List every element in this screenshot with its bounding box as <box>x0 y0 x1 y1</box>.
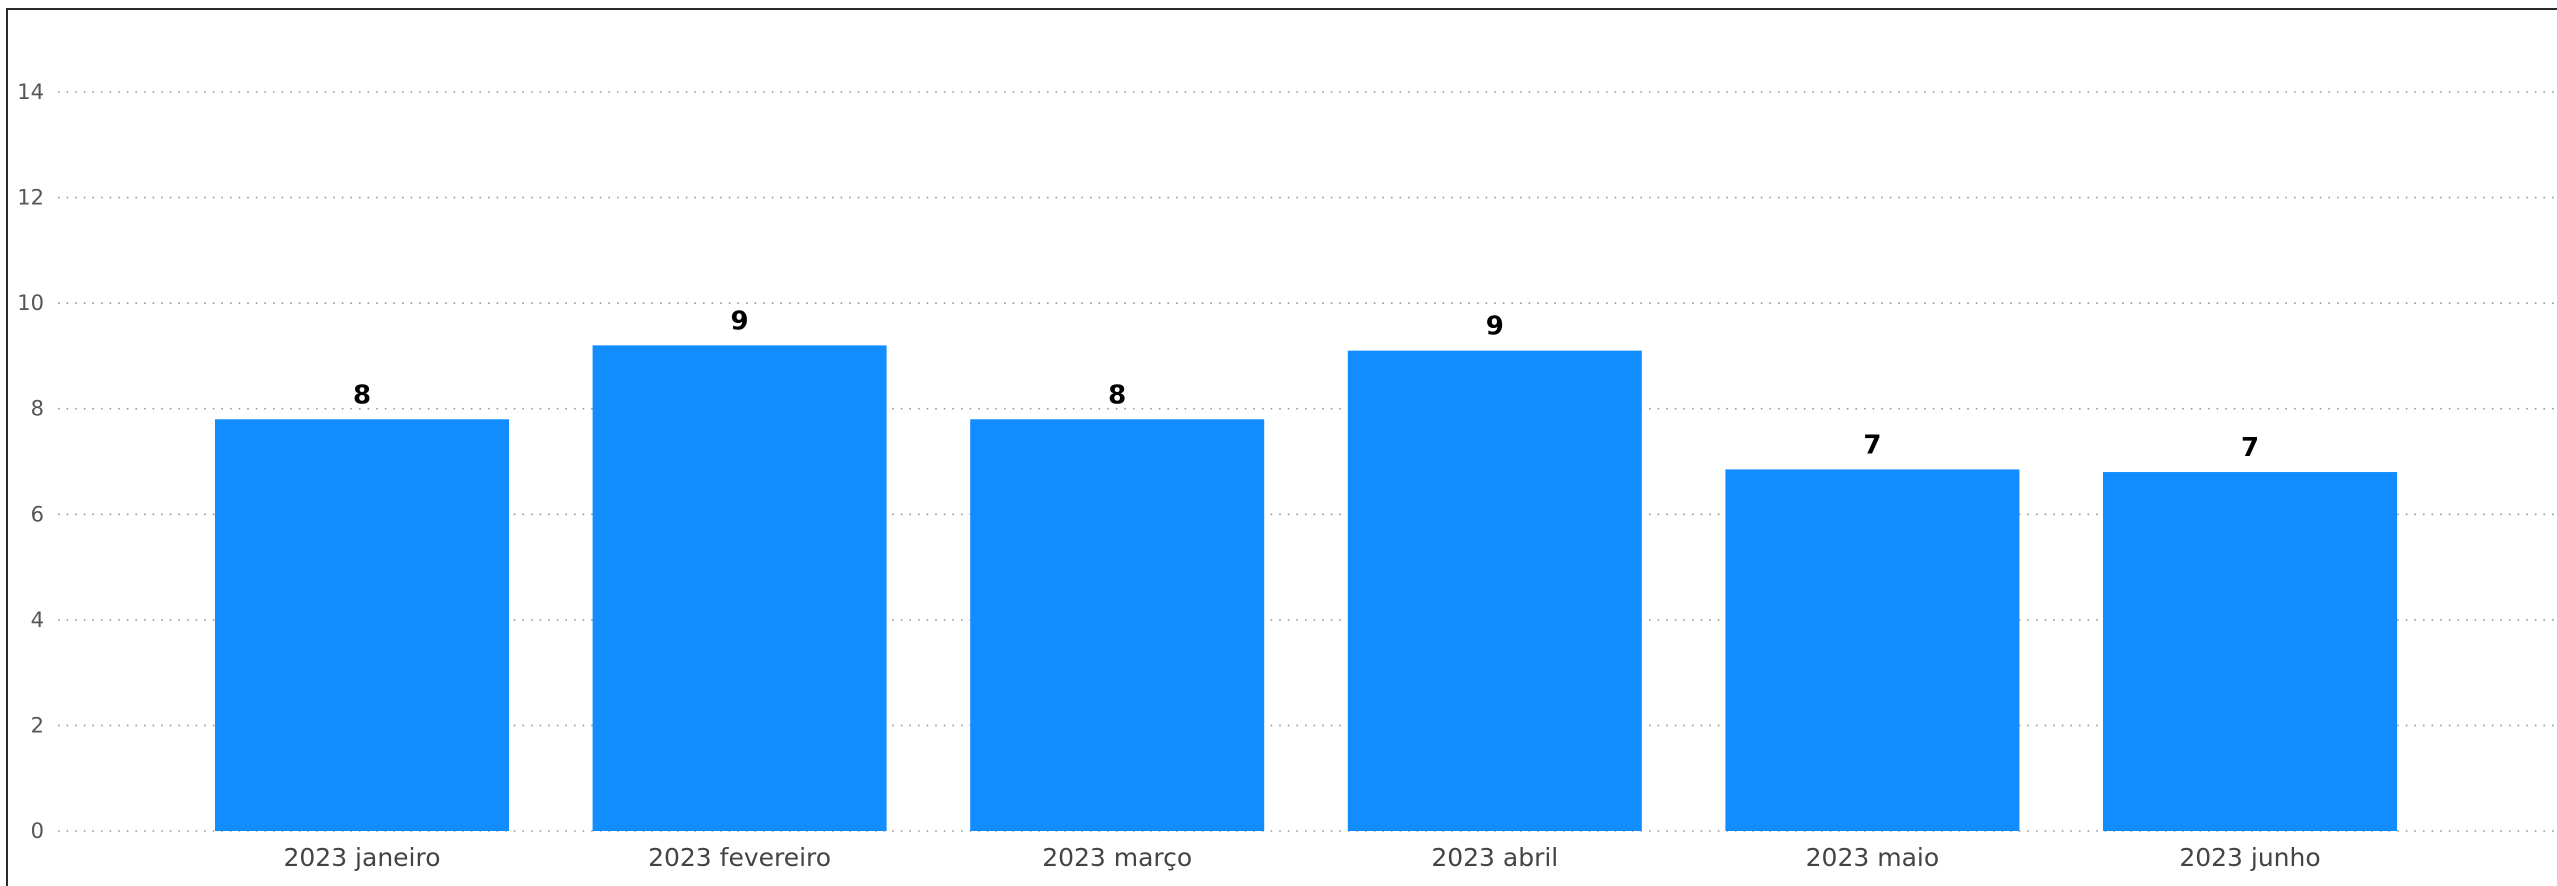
data-label: 7 <box>2241 433 2259 463</box>
y-tick-label: 12 <box>17 186 44 210</box>
x-tick-label: 2023 janeiro <box>283 843 440 872</box>
y-tick-label: 8 <box>31 397 44 421</box>
y-tick-label: 2 <box>31 713 44 737</box>
data-label: 8 <box>353 380 371 410</box>
data-label: 8 <box>1108 380 1126 410</box>
bar[interactable] <box>1725 469 2020 831</box>
bar[interactable] <box>1347 350 1642 831</box>
x-tick-label: 2023 abril <box>1431 843 1558 872</box>
data-label: 7 <box>1863 430 1881 460</box>
y-tick-label: 6 <box>31 502 44 526</box>
x-tick-label: 2023 fevereiro <box>648 843 831 872</box>
y-tick-label: 4 <box>31 608 44 632</box>
y-tick-label: 10 <box>17 291 44 315</box>
bar[interactable] <box>592 345 887 831</box>
data-label: 9 <box>1486 312 1504 342</box>
y-tick-label: 14 <box>17 80 44 104</box>
bar[interactable] <box>970 419 1265 831</box>
data-label: 9 <box>731 306 749 336</box>
y-tick-label: 0 <box>31 819 44 843</box>
x-tick-label: 2023 junho <box>2179 843 2320 872</box>
x-tick-label: 2023 maio <box>1806 843 1939 872</box>
x-tick-label: 2023 março <box>1042 843 1192 872</box>
bar[interactable] <box>215 419 509 831</box>
bar[interactable] <box>2103 472 2397 831</box>
